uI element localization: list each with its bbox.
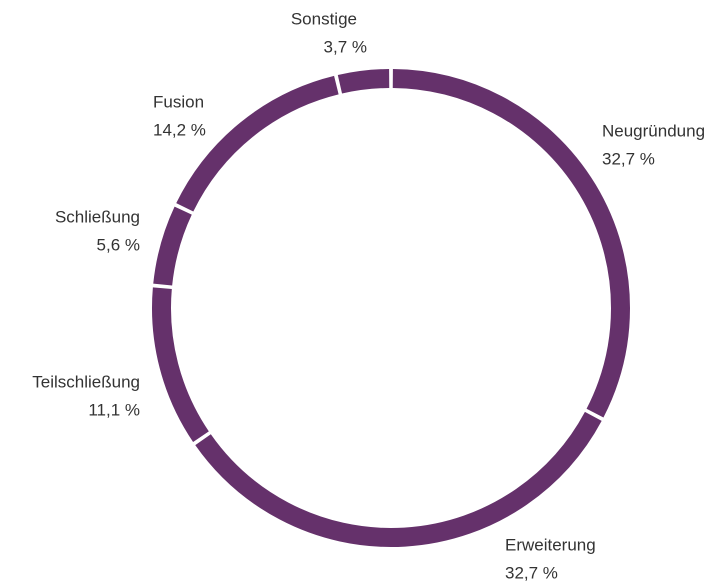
segment-value-label: 3,7 % <box>324 37 367 56</box>
segment-label: Neugründung <box>602 121 705 140</box>
donut-segment <box>153 206 192 286</box>
donut-segment <box>176 75 339 212</box>
segment-label: Schließung <box>55 207 140 226</box>
segment-value-label: 32,7 % <box>505 563 558 581</box>
segment-label: Teilschließung <box>32 372 140 391</box>
segment-value-label: 14,2 % <box>153 120 206 139</box>
segment-label: Sonstige <box>291 9 357 28</box>
segment-value-label: 5,6 % <box>97 235 140 254</box>
donut-segment <box>195 411 602 547</box>
segment-value-label: 32,7 % <box>602 149 655 168</box>
segment-value-label: 11,1 % <box>88 400 140 419</box>
donut-segment <box>152 287 209 442</box>
donut-segment <box>337 69 390 94</box>
donut-segment <box>392 69 630 418</box>
segment-label: Fusion <box>153 92 204 111</box>
segment-label: Erweiterung <box>505 535 596 554</box>
